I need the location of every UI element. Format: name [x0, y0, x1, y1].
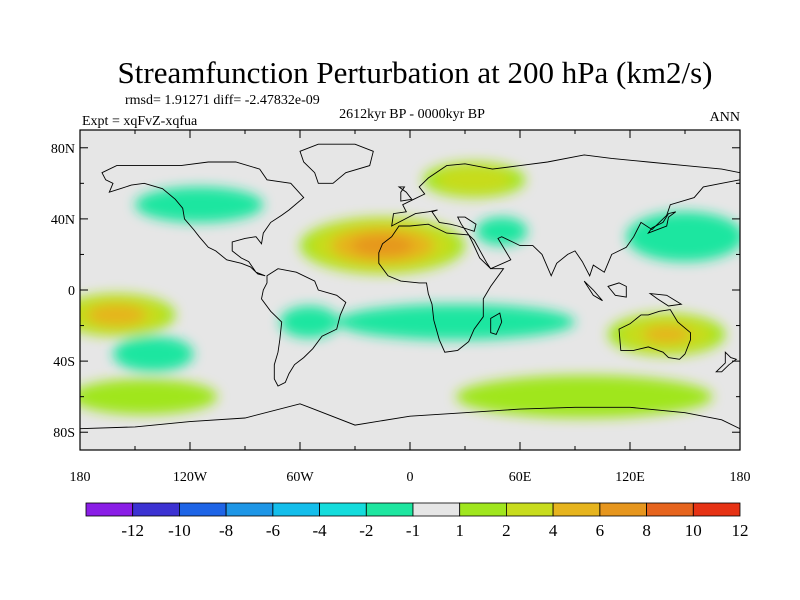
- coastlines: [80, 143, 740, 430]
- contour-east-pacific-south-max: [87, 304, 146, 326]
- contour-equatorial-africa-max: [351, 234, 414, 257]
- colorbar-swatch: [319, 502, 367, 517]
- x-tick-label: 120W: [173, 470, 208, 485]
- contour-siberia-max: [435, 166, 513, 194]
- experiment-text: Expt = xqFvZ-xqfua: [82, 114, 198, 129]
- colorbar-label: 2: [502, 521, 511, 540]
- x-tick-label: 60W: [286, 470, 314, 485]
- coastline-path: [261, 268, 347, 387]
- contour-field: [80, 162, 740, 419]
- y-tick-label: 40N: [51, 213, 75, 228]
- colorbar-label: 8: [642, 521, 651, 540]
- y-tick-label: 80S: [53, 426, 75, 441]
- y-tick-label: 80N: [51, 142, 75, 157]
- x-axis-ticks: 180 120W 60W 0 60E 120E 180: [70, 130, 751, 485]
- colorbar-label: -10: [168, 521, 191, 540]
- colorbar-label: 1: [455, 521, 464, 540]
- colorbar-label: -12: [121, 521, 144, 540]
- colorbar-swatch: [599, 502, 648, 517]
- colorbar-label: 6: [596, 521, 605, 540]
- colorbar-label: -2: [359, 521, 373, 540]
- coastline-path: [583, 280, 603, 302]
- colorbar-swatch: [272, 502, 320, 517]
- y-tick-label: 40S: [53, 355, 75, 370]
- colorbar-label: -1: [406, 521, 420, 540]
- coastline-path: [648, 292, 683, 307]
- colorbar-swatch: [412, 502, 461, 517]
- season-text: ANN: [710, 110, 740, 125]
- coastline-path: [715, 351, 738, 373]
- chart-title: Streamfunction Perturbation at 200 hPa (…: [118, 55, 713, 90]
- colorbar-swatch: [365, 502, 414, 517]
- colorbar-label: 10: [685, 521, 702, 540]
- colorbar-swatch: [505, 502, 554, 517]
- coastline-path: [299, 143, 374, 184]
- colorbar-swatch: [692, 502, 741, 517]
- colorbar-swatch: [178, 502, 227, 517]
- contour-north-atlantic-min: [135, 186, 264, 223]
- contour-southern-ocean-max: [455, 375, 713, 419]
- x-tick-label: 120E: [615, 470, 645, 485]
- coastline-path: [647, 211, 677, 235]
- y-axis-ticks: 80N 40N 0 40S 80S: [51, 142, 740, 441]
- contour-australia-max: [643, 325, 691, 343]
- colorbar-label: 12: [732, 521, 749, 540]
- colorbar-label: -4: [313, 521, 328, 540]
- stats-text: rmsd= 1.91271 diff= -2.47832e-09: [125, 93, 320, 108]
- colorbar-swatch: [132, 502, 180, 517]
- coastline-path: [101, 161, 305, 277]
- coastline-path: [607, 282, 627, 298]
- contour-north-pacific-east-min: [626, 211, 740, 262]
- contour-south-america-min: [279, 306, 339, 338]
- colorbar-swatch: [552, 502, 601, 517]
- coastline-path: [391, 154, 740, 277]
- contour-south-atlantic-max: [80, 378, 218, 415]
- colorbar-swatch: [459, 502, 507, 517]
- x-tick-label: 0: [407, 470, 414, 485]
- y-tick-label: 0: [68, 284, 75, 299]
- colorbar-label: -8: [219, 521, 233, 540]
- colorbar-swatch: [646, 502, 694, 517]
- x-tick-label: 180: [730, 470, 751, 485]
- contour-south-indian-ocean-min: [336, 304, 575, 340]
- period-text: 2612kyr BP - 0000kyr BP: [339, 107, 485, 122]
- coastline-path: [618, 309, 691, 360]
- coastline-path: [490, 312, 503, 335]
- colorbar-swatch: [85, 502, 134, 517]
- x-tick-label: 180: [70, 470, 91, 485]
- x-tick-label: 60E: [509, 470, 532, 485]
- coastline-path: [397, 186, 413, 202]
- contour-north-africa-min: [476, 217, 528, 246]
- colorbar-label: 4: [549, 521, 558, 540]
- contour-south-pacific-min: [113, 336, 194, 372]
- coastline-path: [80, 403, 740, 430]
- colorbar-label: -6: [266, 521, 280, 540]
- colorbar: -12 -10 -8 -6 -4 -2 -1 1 2 4 6 8 10 12: [85, 502, 749, 540]
- colorbar-swatch: [225, 502, 274, 517]
- coastline-path: [378, 223, 505, 353]
